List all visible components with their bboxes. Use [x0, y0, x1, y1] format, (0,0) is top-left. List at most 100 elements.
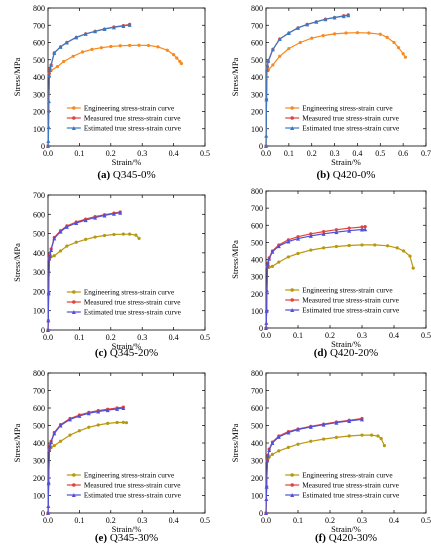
x-axis-label: Strain/% [331, 524, 361, 534]
panel-caption-text: Q345-0% [113, 169, 156, 181]
series-point [309, 248, 313, 252]
series-point [386, 244, 390, 248]
x-tick-label: 0.1 [284, 149, 294, 158]
x-axis-label: Strain/% [112, 524, 142, 534]
x-tick-label: 0.5 [200, 149, 210, 158]
y-tick-label: 100 [251, 492, 263, 501]
series-point [74, 220, 79, 225]
series-point [47, 253, 52, 258]
series-point [344, 31, 348, 35]
legend-marker [71, 310, 76, 314]
series-point [296, 442, 300, 446]
series-point [128, 232, 132, 236]
x-tick-label: 0.5 [200, 333, 210, 342]
panel-caption: (f) Q420-30% [315, 532, 377, 544]
y-tick-label: 800 [251, 4, 263, 13]
panel-caption: (a) Q345-0% [97, 169, 155, 181]
series-point [47, 444, 52, 449]
series-point [264, 288, 269, 293]
x-tick-label: 0.3 [137, 333, 147, 342]
chart-panel-d: 0 100 200 300 400 500 600 700 800 0.0 0.1 0.2 0.3 0.4… [230, 187, 431, 359]
y-axis-label: Stress/MPa [230, 240, 240, 279]
series-point [74, 35, 79, 40]
series-point [96, 423, 100, 427]
x-tick-label: 0.4 [169, 149, 179, 158]
series-point [105, 408, 110, 413]
series-point [270, 264, 274, 268]
series-point [382, 444, 386, 448]
x-tick-label: 0.0 [261, 331, 271, 340]
y-tick-label: 500 [33, 230, 45, 239]
series-point [118, 44, 122, 48]
panel-caption: (c) Q345-20% [95, 347, 158, 359]
x-tick-label: 0.2 [325, 331, 335, 340]
legend-label: Measured true stress-strain curve [302, 114, 399, 123]
panel-caption-letter: (e) [95, 532, 110, 544]
series-point [265, 264, 270, 269]
y-tick-label: 0 [259, 324, 263, 333]
series-point [58, 249, 63, 253]
series-point [128, 43, 132, 48]
series-point [102, 233, 107, 238]
chart-panel-c: 0 100 200 300 400 500 600 700 0.0 0.1 0.2 0.3 0.4 0.5… [12, 191, 210, 359]
legend-marker [290, 116, 295, 120]
y-tick-label: 500 [33, 56, 45, 65]
y-tick-label: 100 [33, 492, 45, 501]
series-point [52, 431, 57, 436]
legend-label: Estimated true stress-strain curve [84, 124, 181, 133]
legend-marker [72, 106, 76, 110]
series-point [278, 54, 282, 58]
series-point [112, 232, 116, 237]
legend-label: Estimated true stress-strain curve [302, 306, 399, 315]
y-tick-label: 200 [33, 474, 45, 483]
series-point [175, 56, 179, 60]
x-tick-label: 0.4 [389, 331, 399, 340]
series-point [322, 229, 326, 234]
x-tick-label: 0.4 [169, 333, 179, 342]
series-point [322, 437, 326, 441]
y-tick-label: 400 [33, 439, 45, 448]
series-point [111, 25, 116, 30]
series-point [49, 62, 54, 67]
y-tick-label: 800 [251, 187, 263, 196]
series-point [264, 133, 269, 138]
y-tick-label: 800 [33, 4, 45, 13]
chart-panel-a: 0 100 200 300 400 500 600 700 800 0.0 0.1 0.2 0.3 0.4… [12, 4, 210, 181]
series-point [298, 40, 302, 45]
series-point [55, 65, 60, 69]
series-point [106, 421, 110, 425]
series-point [265, 63, 270, 68]
y-tick-label: 300 [251, 457, 263, 466]
series-point [65, 244, 69, 248]
series-point [124, 421, 129, 425]
series-point [360, 225, 364, 229]
series-point [347, 434, 351, 438]
series-point [172, 52, 176, 57]
legend-label: Estimated true stress-strain curve [84, 491, 181, 500]
series-point [62, 59, 66, 64]
legend-marker [290, 106, 295, 110]
series-point [286, 445, 290, 449]
y-tick-label: 600 [33, 39, 45, 48]
series-point [111, 211, 116, 216]
x-tick-label: 0.2 [106, 333, 116, 342]
series-point [121, 23, 126, 28]
chart-panel-b: 0 100 200 300 400 500 600 700 800 0.0 0.1 0.2 0.3 0.4… [230, 4, 431, 181]
series-point [401, 52, 405, 56]
legend-label: Engineering stress-strain curve [302, 104, 392, 113]
y-tick-label: 200 [33, 108, 45, 117]
series-point [52, 236, 57, 241]
series-point [367, 31, 371, 35]
series-point [121, 232, 125, 236]
series-point [332, 15, 337, 20]
series-point [52, 50, 57, 55]
series-point [58, 44, 63, 49]
legend-label: Estimated true stress-strain curve [302, 491, 399, 500]
series-point [396, 46, 401, 50]
series-point [84, 237, 88, 241]
panel-caption-text: Q420-30% [329, 532, 377, 544]
series-point [408, 254, 412, 258]
series-point [49, 440, 54, 445]
series-point [360, 227, 364, 232]
